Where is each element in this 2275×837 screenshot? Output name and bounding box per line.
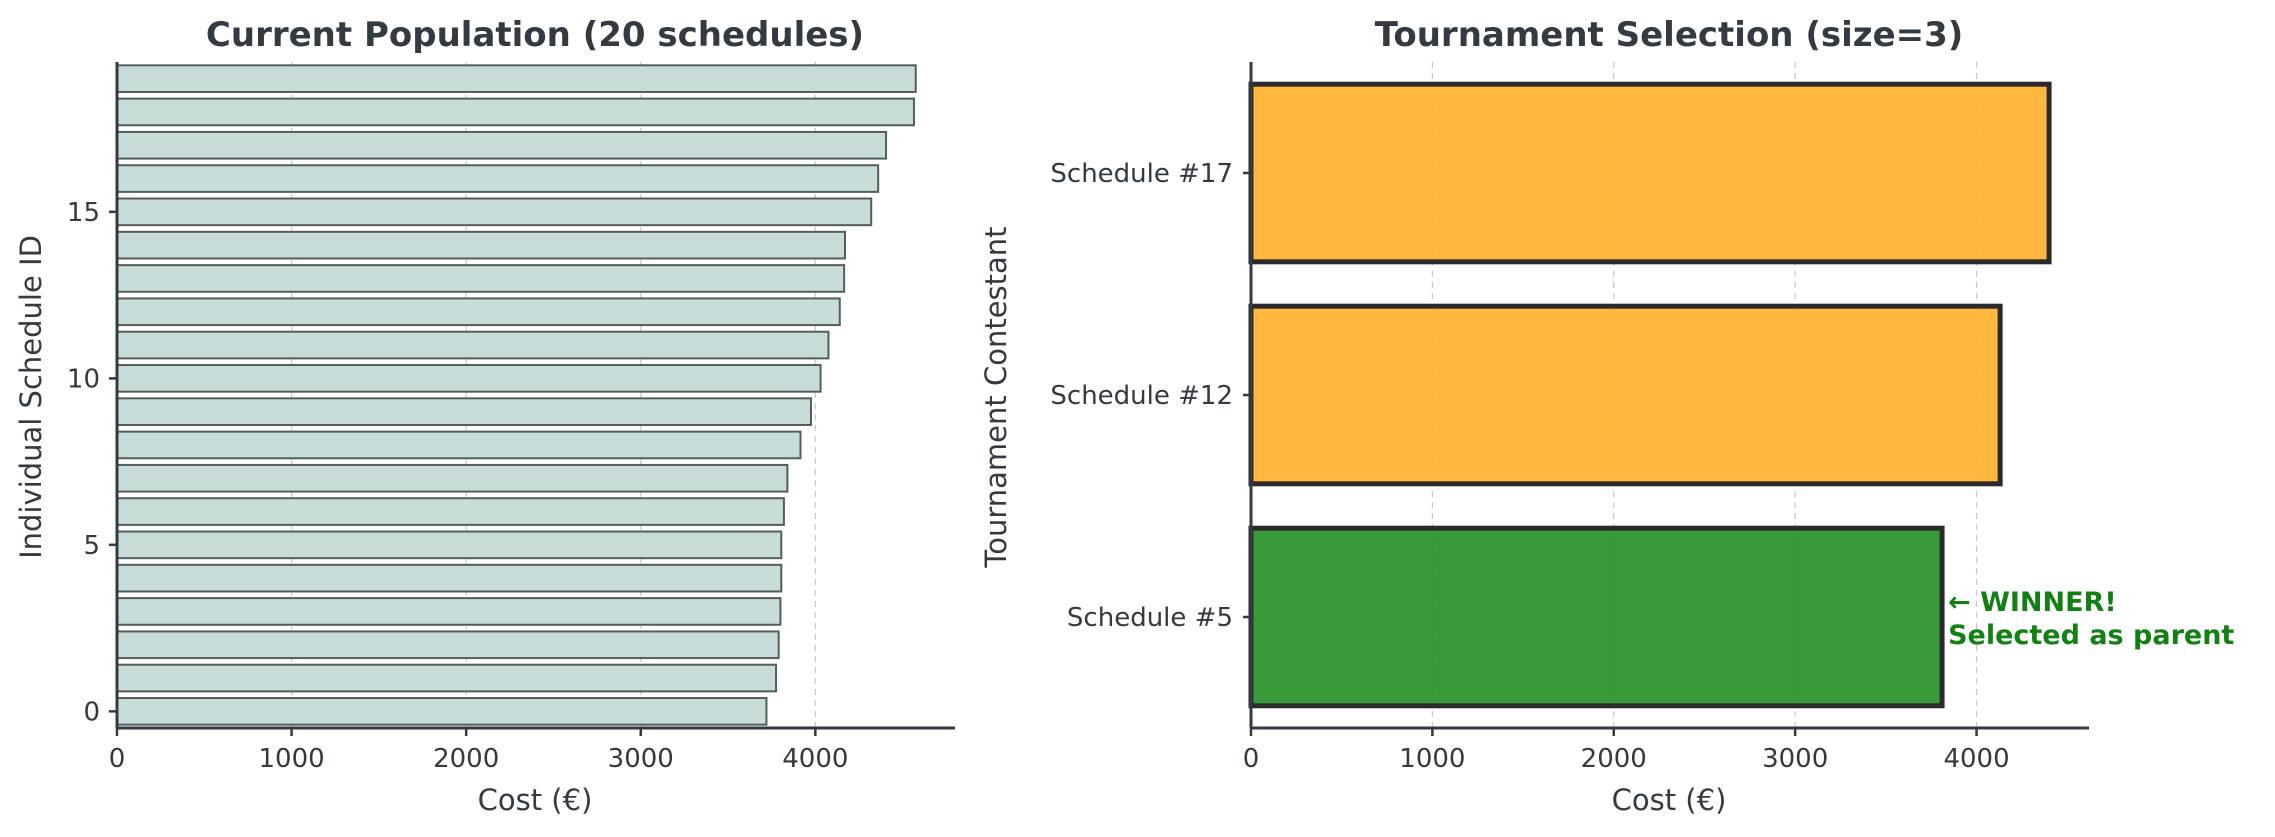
tournament-x-tick-label: 2000 bbox=[1581, 744, 1647, 774]
tournament-bar bbox=[1248, 303, 2003, 487]
population-bar bbox=[116, 64, 917, 93]
population-x-tick-label: 3000 bbox=[608, 744, 674, 774]
tournament-y-tick-label: Schedule #5 bbox=[1067, 603, 1233, 633]
population-bar bbox=[116, 663, 778, 693]
population-bar bbox=[116, 463, 789, 493]
population-bar bbox=[116, 330, 830, 360]
population-bars bbox=[116, 64, 917, 726]
population-bar bbox=[116, 530, 783, 560]
population-y-tick-label: 0 bbox=[83, 697, 100, 727]
population-bar bbox=[116, 264, 846, 293]
tournament-x-axis-label: Cost (€) bbox=[1612, 783, 1727, 817]
tournament-x-tick-label: 3000 bbox=[1762, 744, 1828, 774]
population-y-ticks: 0 5 10 15 bbox=[67, 198, 117, 727]
population-y-axis-label: Individual Schedule ID bbox=[14, 235, 48, 559]
population-bar bbox=[116, 563, 783, 593]
tournament-chart: Tournament Selection (size=3) 0 1000 2000 3… bbox=[979, 15, 2234, 817]
tournament-bar bbox=[1248, 81, 2052, 265]
population-bar bbox=[116, 97, 915, 127]
population-bar bbox=[116, 130, 888, 160]
population-x-tick-label: 2000 bbox=[433, 744, 499, 774]
tournament-y-tick-label: Schedule #12 bbox=[1050, 381, 1233, 411]
tournament-x-tick-label: 0 bbox=[1243, 744, 1260, 774]
population-gridlines bbox=[116, 62, 816, 728]
population-bar bbox=[116, 597, 782, 626]
tournament-y-tick-label: Schedule #17 bbox=[1050, 159, 1233, 189]
tournament-chart-title: Tournament Selection (size=3) bbox=[1375, 15, 1964, 55]
population-chart: Current Population (20 schedules) 0 1000 2… bbox=[14, 15, 955, 817]
tournament-x-ticks: 0 1000 2000 3000 4000 bbox=[1243, 728, 2010, 774]
population-bar bbox=[116, 697, 768, 726]
population-x-tick-label: 4000 bbox=[782, 744, 848, 774]
tournament-y-ticks: Schedule #5 Schedule #12 Schedule #17 bbox=[1050, 159, 1251, 633]
population-bar bbox=[116, 230, 847, 260]
population-y-tick-label: 15 bbox=[67, 198, 100, 228]
population-bar bbox=[116, 297, 841, 327]
population-x-axis-label: Cost (€) bbox=[478, 783, 593, 817]
population-bar bbox=[116, 630, 780, 660]
population-bar bbox=[116, 497, 785, 526]
population-x-ticks: 0 1000 2000 3000 4000 bbox=[109, 728, 848, 774]
population-bar bbox=[116, 197, 873, 227]
tournament-bars bbox=[1248, 81, 2052, 709]
tournament-x-tick-label: 1000 bbox=[1399, 744, 1465, 774]
population-bar bbox=[116, 397, 812, 426]
population-bar bbox=[116, 164, 880, 193]
population-bar bbox=[116, 430, 802, 460]
winner-annotation-line1: ← WINNER! bbox=[1948, 587, 2117, 618]
population-x-tick-label: 0 bbox=[109, 744, 126, 774]
tournament-x-tick-label: 4000 bbox=[1943, 744, 2009, 774]
population-y-tick-label: 5 bbox=[83, 531, 100, 561]
winner-annotation-line2: Selected as parent bbox=[1948, 620, 2234, 651]
population-chart-title: Current Population (20 schedules) bbox=[206, 15, 864, 55]
tournament-y-axis-label: Tournament Contestant bbox=[979, 226, 1013, 568]
population-bar bbox=[116, 364, 822, 393]
tournament-bar bbox=[1248, 525, 1945, 709]
population-x-tick-label: 1000 bbox=[258, 744, 324, 774]
population-y-tick-label: 10 bbox=[67, 364, 100, 394]
